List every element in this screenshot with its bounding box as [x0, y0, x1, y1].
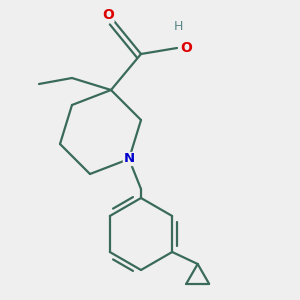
- Text: H: H: [174, 20, 184, 34]
- Text: O: O: [102, 8, 114, 22]
- Text: N: N: [123, 152, 135, 166]
- Text: O: O: [180, 41, 192, 55]
